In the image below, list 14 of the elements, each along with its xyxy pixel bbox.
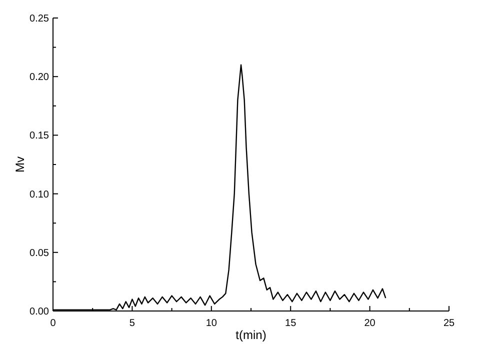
- y-axis-title: Mv: [13, 156, 27, 172]
- x-tick-label: 0: [50, 318, 56, 329]
- y-tick-label: 0.20: [30, 72, 50, 84]
- x-tick-label: 25: [443, 318, 455, 329]
- x-tick-label: 5: [129, 318, 136, 329]
- y-tick-label: 0.05: [30, 248, 50, 259]
- x-axis-title: t(min): [236, 328, 266, 342]
- x-tick-label: 15: [285, 318, 297, 329]
- y-tick-label: 0.15: [30, 130, 50, 142]
- y-tick-label: 0.10: [30, 189, 50, 200]
- y-tick-label: 0.25: [30, 14, 50, 24]
- text: 0.00: [30, 306, 49, 318]
- x-tick-label: 20: [364, 318, 376, 329]
- x-tick-label: 10: [206, 318, 218, 329]
